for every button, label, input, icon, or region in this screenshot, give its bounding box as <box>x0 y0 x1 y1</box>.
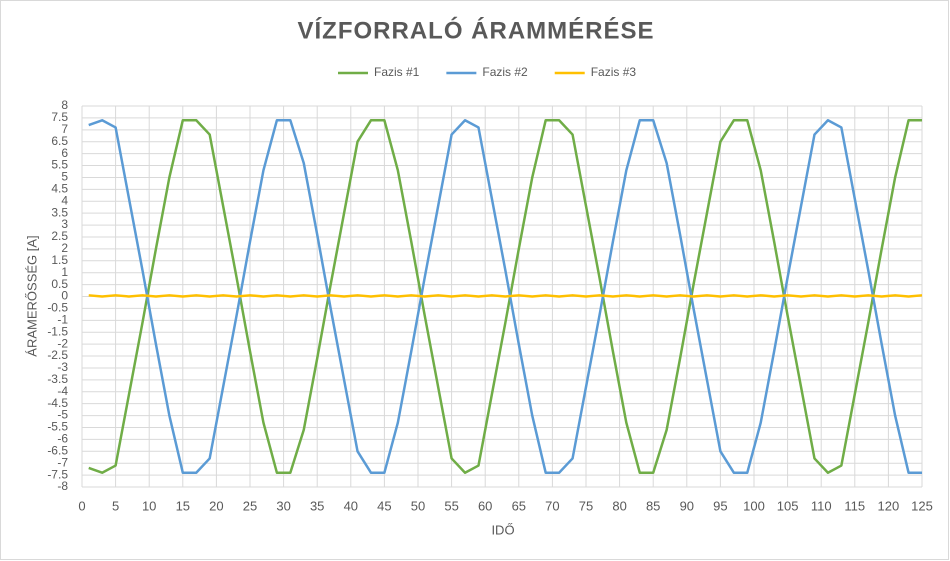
x-tick-label: 125 <box>911 498 933 513</box>
y-tick-label: -7.5 <box>47 467 68 481</box>
y-tick-label: 0.5 <box>51 277 68 291</box>
x-tick-label: 20 <box>209 498 223 513</box>
y-tick-label: 4 <box>61 193 68 207</box>
x-tick-label: 30 <box>276 498 290 513</box>
y-tick-label: 3 <box>61 217 68 231</box>
y-tick-label: 7.5 <box>51 110 68 124</box>
series-line <box>88 119 922 474</box>
x-tick-label: 85 <box>646 498 660 513</box>
x-tick-label: 50 <box>411 498 425 513</box>
x-tick-label: 15 <box>176 498 190 513</box>
x-tick-label: 115 <box>844 498 865 513</box>
x-tick-label: 40 <box>344 498 358 513</box>
legend-label: Fazis #3 <box>591 65 637 79</box>
x-tick-label: 70 <box>545 498 559 513</box>
y-tick-label: -6 <box>57 432 68 446</box>
y-tick-label: -0.5 <box>47 301 68 315</box>
y-tick-label: -6.5 <box>47 443 68 457</box>
y-axis-label: ÁRAMERŐSSÉG [A] <box>24 235 39 356</box>
legend-label: Fazis #1 <box>374 65 420 79</box>
y-tick-label: -3.5 <box>47 372 68 386</box>
series-line <box>88 119 922 474</box>
x-tick-label: 110 <box>811 498 832 513</box>
y-tick-label: 2.5 <box>51 229 68 243</box>
y-tick-label: 1.5 <box>51 253 68 267</box>
y-tick-label: -1.5 <box>47 324 68 338</box>
x-tick-label: 5 <box>112 498 119 513</box>
x-tick-label: 80 <box>612 498 626 513</box>
x-tick-label: 95 <box>713 498 727 513</box>
x-tick-label: 25 <box>243 498 257 513</box>
y-tick-label: -1 <box>57 312 68 326</box>
chart-title: VÍZFORRALÓ ÁRAMMÉRÉSE <box>298 16 655 44</box>
x-tick-label: 120 <box>878 498 900 513</box>
x-tick-label: 0 <box>78 498 85 513</box>
y-tick-label: -8 <box>57 479 68 493</box>
y-tick-label: -2.5 <box>47 348 68 362</box>
y-tick-label: -3 <box>57 360 68 374</box>
y-tick-label: -2 <box>57 336 68 350</box>
x-tick-label: 100 <box>743 498 765 513</box>
y-tick-label: -5 <box>57 408 68 422</box>
y-tick-label: 0 <box>61 289 68 303</box>
y-tick-label: -5.5 <box>47 420 68 434</box>
x-tick-label: 105 <box>777 498 799 513</box>
y-tick-label: 3.5 <box>51 205 68 219</box>
x-tick-label: 45 <box>377 498 391 513</box>
y-tick-label: 2 <box>61 241 68 255</box>
x-tick-label: 55 <box>444 498 458 513</box>
y-tick-label: -4.5 <box>47 396 68 410</box>
series-line <box>88 294 923 298</box>
x-tick-label: 75 <box>579 498 593 513</box>
y-tick-label: 1 <box>61 265 68 279</box>
x-tick-label: 65 <box>512 498 526 513</box>
y-tick-label: 6.5 <box>51 134 68 148</box>
y-tick-label: 5.5 <box>51 158 68 172</box>
y-tick-label: -4 <box>57 384 68 398</box>
y-tick-label: 6 <box>61 146 68 160</box>
y-tick-label: 7 <box>61 122 68 136</box>
legend-label: Fazis #2 <box>482 65 528 79</box>
x-axis-label: IDŐ <box>491 522 514 537</box>
x-tick-label: 60 <box>478 498 492 513</box>
x-tick-label: 10 <box>142 498 156 513</box>
x-tick-label: 35 <box>310 498 324 513</box>
y-tick-label: 8 <box>61 98 68 112</box>
x-tick-label: 90 <box>680 498 694 513</box>
y-tick-label: 5 <box>61 170 68 184</box>
y-tick-label: -7 <box>57 455 68 469</box>
y-tick-label: 4.5 <box>51 182 68 196</box>
